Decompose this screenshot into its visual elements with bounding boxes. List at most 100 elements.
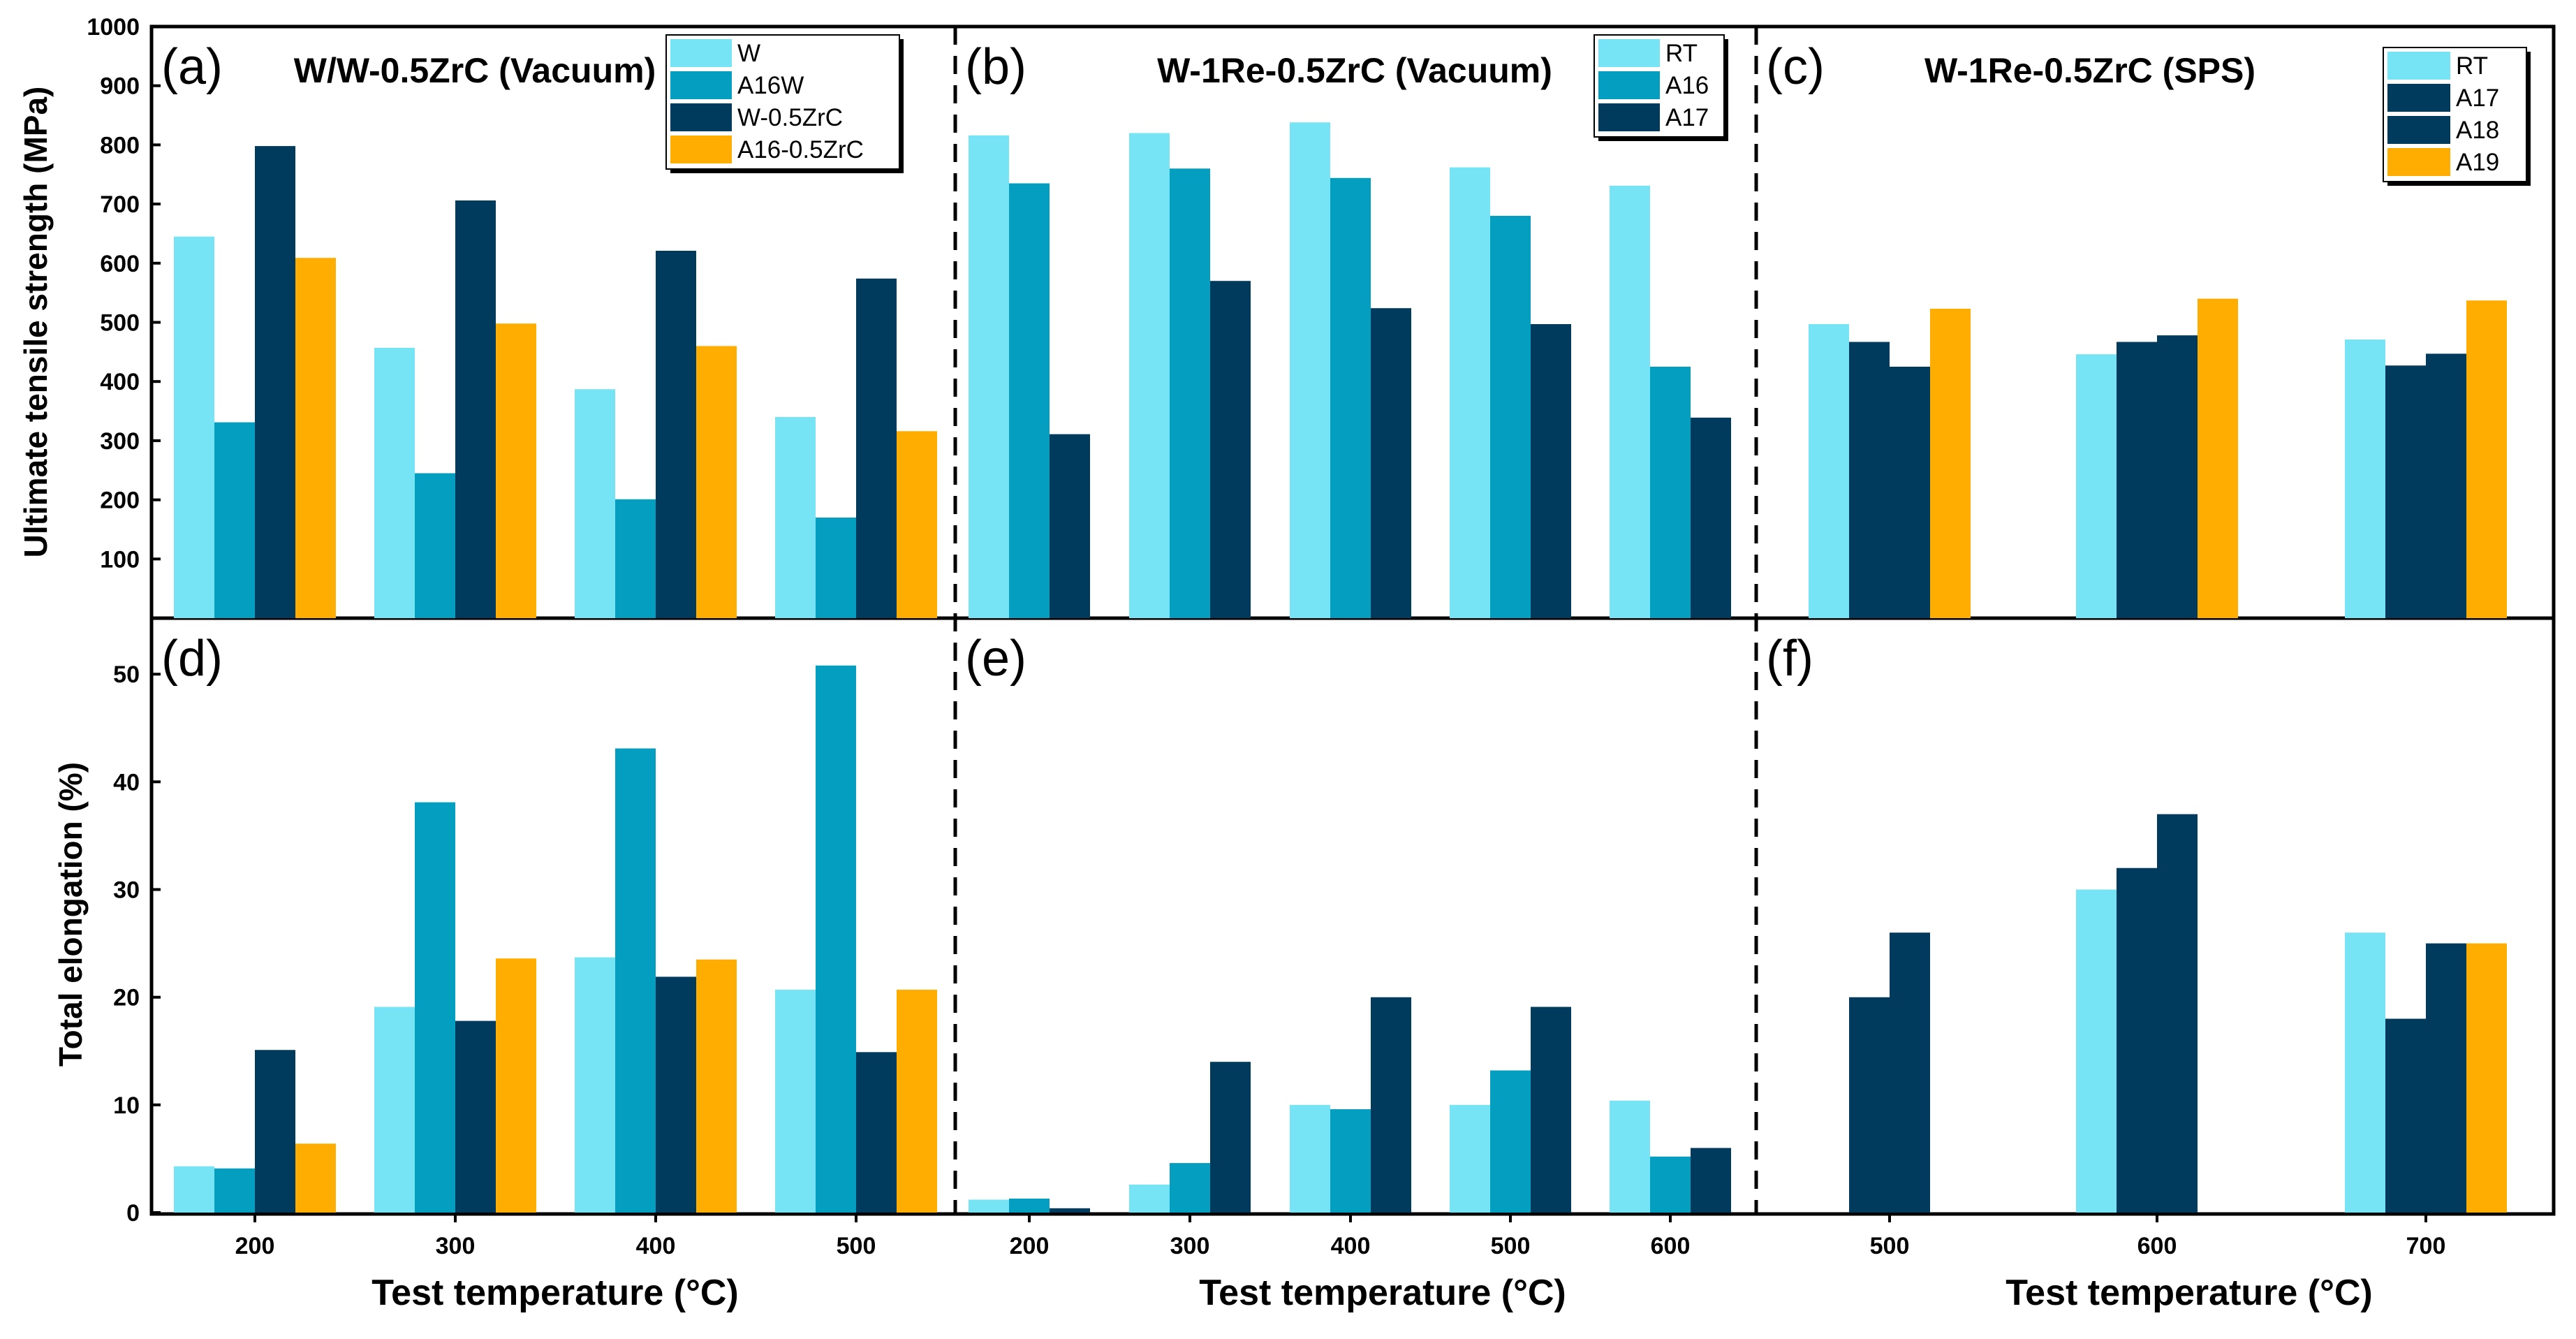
bar-a-W-300 bbox=[374, 347, 415, 618]
x-tick-label-d-200: 200 bbox=[235, 1233, 275, 1259]
x-tick-label-e-300: 300 bbox=[1170, 1233, 1210, 1259]
legend-swatch-RT bbox=[2387, 52, 2450, 80]
bar-b-A16-300 bbox=[1170, 168, 1210, 619]
panel-d: (d) bbox=[161, 631, 937, 1213]
y-tick-label-d-0: 0 bbox=[126, 1200, 140, 1227]
y-tick-label-a-900: 900 bbox=[100, 73, 140, 100]
y-tick-label-d-50: 50 bbox=[113, 661, 140, 688]
bar-e-A17-400 bbox=[1371, 997, 1411, 1213]
bar-b-A17-600 bbox=[1691, 417, 1731, 618]
bar-c-A17-700 bbox=[2385, 365, 2426, 618]
bar-a-A16W-300 bbox=[415, 473, 455, 618]
legend-label-A17: A17 bbox=[1665, 104, 1709, 131]
bar-a-W-500 bbox=[775, 417, 816, 618]
panel-b: (b) W-1Re-0.5ZrC (Vacuum) RT A16 A17 bbox=[965, 34, 1731, 619]
bar-e-A17-200 bbox=[1050, 1208, 1090, 1213]
bar-f-RT-600 bbox=[2076, 889, 2117, 1213]
y-tick-label-a-100: 100 bbox=[100, 546, 140, 573]
y-tick-label-d-40: 40 bbox=[113, 769, 140, 796]
bar-c-RT-600 bbox=[2076, 354, 2117, 618]
bar-e-A16-200 bbox=[1009, 1199, 1050, 1213]
bar-a-A16W-500 bbox=[816, 518, 856, 618]
legend-label-A16-0.5ZrC: A16-0.5ZrC bbox=[737, 136, 864, 163]
bar-f-RT-700 bbox=[2345, 932, 2385, 1213]
panel-label-d: (d) bbox=[161, 631, 223, 687]
bar-d-W-500 bbox=[775, 989, 816, 1213]
y-tick-label-d-10: 10 bbox=[113, 1092, 140, 1119]
y-tick-label-d-30: 30 bbox=[113, 877, 140, 904]
x-axis-label-d: Test temperature (°C) bbox=[371, 1273, 738, 1313]
bar-d-W-0.5ZrC-300 bbox=[455, 1020, 496, 1213]
bar-d-W-0.5ZrC-400 bbox=[656, 976, 696, 1213]
panel-a: (a) W/W-0.5ZrC (Vacuum) W A16W W-0.5ZrC A16-0… bbox=[161, 34, 937, 619]
bar-b-A17-500 bbox=[1531, 324, 1571, 618]
bar-e-RT-200 bbox=[969, 1199, 1009, 1213]
y-tick-label-d-20: 20 bbox=[113, 985, 140, 1011]
panel-title-b: W-1Re-0.5ZrC (Vacuum) bbox=[1157, 51, 1552, 90]
y-tick-label-a-800: 800 bbox=[100, 132, 140, 159]
bar-d-A16W-400 bbox=[615, 748, 656, 1213]
bar-b-A17-400 bbox=[1371, 308, 1411, 618]
bar-c-A17-500 bbox=[1849, 342, 1890, 618]
legend-swatch-A17 bbox=[1598, 103, 1660, 131]
bar-c-A18-500 bbox=[1890, 367, 1930, 618]
panel-c: (c) W-1Re-0.5ZrC (SPS) RT A17 A18 A19 bbox=[1766, 39, 2531, 618]
bar-b-RT-600 bbox=[1610, 185, 1650, 618]
bar-d-W-200 bbox=[174, 1166, 214, 1213]
bar-c-A19-500 bbox=[1930, 309, 1971, 618]
bar-d-A16-0.5ZrC-200 bbox=[295, 1143, 336, 1213]
panel-title-a: W/W-0.5ZrC (Vacuum) bbox=[294, 51, 656, 90]
bar-d-W-0.5ZrC-500 bbox=[856, 1052, 897, 1213]
bar-b-A16-500 bbox=[1490, 216, 1531, 618]
legend-label-A18: A18 bbox=[2456, 117, 2499, 144]
bar-b-RT-500 bbox=[1450, 167, 1490, 619]
y-tick-label-a-200: 200 bbox=[100, 488, 140, 514]
bar-f-A17-700 bbox=[2385, 1018, 2426, 1213]
bar-d-A16W-500 bbox=[816, 665, 856, 1213]
bar-f-A18-600 bbox=[2157, 814, 2198, 1213]
bar-d-A16-0.5ZrC-400 bbox=[696, 959, 737, 1213]
bar-e-RT-400 bbox=[1290, 1104, 1330, 1213]
bar-e-A16-500 bbox=[1490, 1070, 1531, 1213]
legend-swatch-A16 bbox=[1598, 71, 1660, 99]
panel-e: (e) bbox=[965, 631, 1731, 1213]
bar-f-A19-700 bbox=[2466, 943, 2507, 1213]
legend-swatch-A17 bbox=[2387, 84, 2450, 112]
bar-a-A16-0.5ZrC-200 bbox=[295, 258, 336, 618]
bar-d-A16W-300 bbox=[415, 802, 455, 1213]
panel-label-b: (b) bbox=[965, 39, 1026, 95]
bar-a-W-400 bbox=[575, 389, 615, 618]
y-tick-label-a-400: 400 bbox=[100, 369, 140, 395]
x-tick-label-d-300: 300 bbox=[436, 1233, 476, 1259]
legend-swatch-A19 bbox=[2387, 148, 2450, 176]
bar-d-A16W-200 bbox=[214, 1168, 255, 1213]
legend-label-W-0.5ZrC: W-0.5ZrC bbox=[737, 104, 843, 131]
bar-a-W-0.5ZrC-300 bbox=[455, 200, 496, 618]
y-axis-label-top: Ultimate tensile strength (MPa) bbox=[17, 87, 54, 558]
bar-a-W-0.5ZrC-500 bbox=[856, 278, 897, 618]
legend-swatch-A16W bbox=[670, 71, 732, 99]
bar-e-A16-300 bbox=[1170, 1163, 1210, 1213]
x-tick-label-d-400: 400 bbox=[636, 1233, 676, 1259]
bar-e-RT-500 bbox=[1450, 1104, 1490, 1213]
legend-swatch-W bbox=[670, 39, 732, 67]
bar-a-W-200 bbox=[174, 236, 214, 618]
legend-label-A19: A19 bbox=[2456, 149, 2499, 176]
bar-d-W-300 bbox=[374, 1007, 415, 1213]
bar-f-A18-500 bbox=[1890, 932, 1930, 1213]
panel-f: (f) bbox=[1766, 631, 2507, 1213]
x-tick-label-f-700: 700 bbox=[2406, 1233, 2446, 1259]
bar-a-A16W-200 bbox=[214, 422, 255, 618]
bar-f-A17-600 bbox=[2117, 868, 2157, 1213]
bar-a-A16W-400 bbox=[615, 499, 656, 618]
bar-e-A17-600 bbox=[1691, 1148, 1731, 1213]
y-tick-label-a-1000: 1000 bbox=[87, 14, 140, 41]
bar-c-A18-700 bbox=[2426, 353, 2466, 618]
x-tick-label-e-400: 400 bbox=[1331, 1233, 1371, 1259]
bar-b-RT-200 bbox=[969, 135, 1009, 619]
bar-e-A17-500 bbox=[1531, 1007, 1571, 1213]
x-axis-label-e: Test temperature (°C) bbox=[1199, 1273, 1566, 1313]
bar-b-A17-300 bbox=[1210, 281, 1251, 618]
legend-b: RT A16 A17 bbox=[1594, 34, 1728, 141]
